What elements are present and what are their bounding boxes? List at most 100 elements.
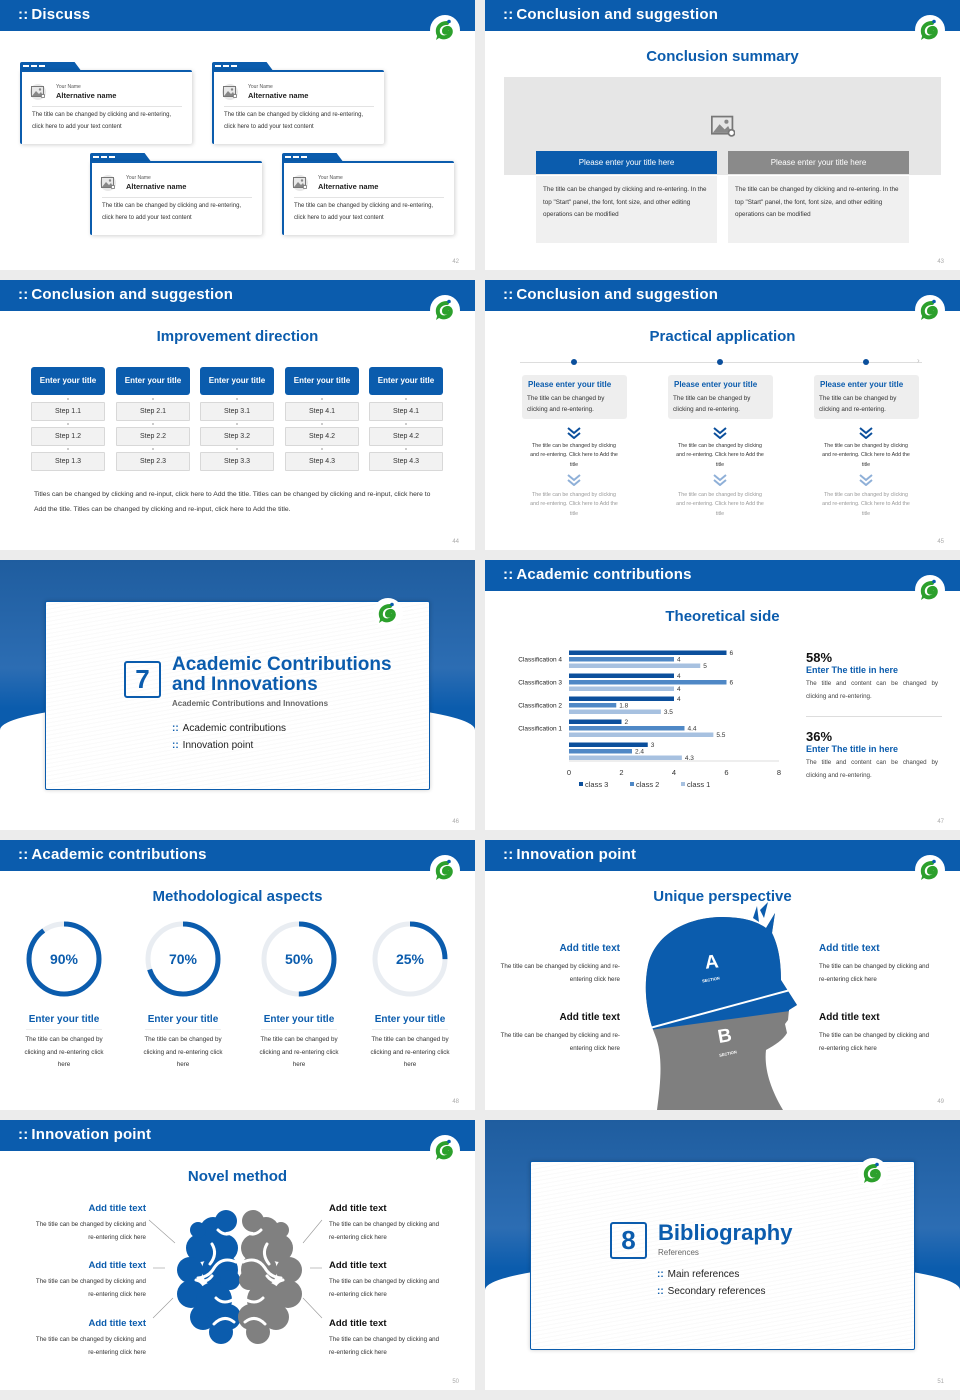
- left-text: The title can be changed by clicking and…: [500, 963, 620, 983]
- legend-label: class 1: [687, 780, 710, 789]
- brain-illustration: [0, 1120, 475, 1390]
- slide-51: 8 Bibliography References:: Main references…: [485, 1120, 960, 1390]
- card-divider: [32, 106, 182, 107]
- section-item-label: Secondary references: [667, 1286, 766, 1297]
- stat-value: 58%: [806, 650, 833, 665]
- left-title: Add title text: [88, 1260, 146, 1271]
- legend-label: class 2: [636, 780, 659, 789]
- x-tick-label: 4: [672, 768, 676, 777]
- header-text: Innovation point: [516, 846, 637, 863]
- connector-dot: [405, 423, 407, 425]
- note-text: Titles can be changed by clicking and re…: [34, 491, 431, 513]
- step-box[interactable]: Step 4.3: [369, 452, 443, 471]
- item-box[interactable]: Please enter your title The title can be …: [814, 375, 919, 419]
- data-label: 1.8: [619, 703, 628, 710]
- data-label: 3.5: [664, 709, 673, 716]
- card-text: The title can be changed by clicking and…: [102, 203, 242, 221]
- page-number: 44: [452, 539, 459, 545]
- tab-dashes: [285, 156, 309, 158]
- connector-dot: [152, 448, 154, 450]
- section-item[interactable]: :: Academic contributions: [172, 723, 286, 734]
- header-text: Academic contributions: [31, 846, 207, 863]
- ring-divider: [26, 1029, 102, 1030]
- panel-title-bar[interactable]: Please enter your title here: [536, 151, 717, 174]
- ring-divider: [261, 1029, 337, 1030]
- step-box[interactable]: Step 3.3: [200, 452, 274, 471]
- step-box[interactable]: Step 2.2: [116, 427, 190, 446]
- x-tick-label: 8: [777, 768, 781, 777]
- connector-dot: [321, 423, 323, 425]
- category-label: Classification 3: [518, 680, 562, 687]
- item-sub-text-2: The title can be changed by clicking and…: [676, 492, 764, 517]
- card-divider: [294, 197, 444, 198]
- slide-header-title: :: Innovation point: [18, 1126, 151, 1143]
- step-box[interactable]: Step 4.3: [285, 452, 359, 471]
- section-card: [530, 1161, 915, 1350]
- step-box[interactable]: Step 1.2: [31, 427, 105, 446]
- slide-header: :: Conclusion and suggestion: [0, 280, 475, 311]
- step-box[interactable]: Step 2.1: [116, 402, 190, 421]
- page-number: 48: [452, 1099, 459, 1105]
- step-box[interactable]: Step 1.3: [31, 452, 105, 471]
- column-title-button[interactable]: Enter your title: [200, 367, 274, 395]
- slide-header-title: :: Academic contributions: [18, 846, 207, 863]
- slide-subtitle: Conclusion summary: [646, 48, 799, 65]
- column-title-button[interactable]: Enter your title: [285, 367, 359, 395]
- stat-title: Enter The title in here: [806, 665, 899, 675]
- section-item-label: Innovation point: [182, 740, 254, 751]
- section-title-line-2: and Innovations: [172, 674, 318, 695]
- left-text: The title can be changed by clicking and…: [500, 1032, 620, 1052]
- right-text: The title can be changed by clicking and…: [819, 1032, 930, 1052]
- step-box[interactable]: Step 4.2: [285, 427, 359, 446]
- bar-chart: Classification 4 6 4 5 Classification 3 4 6 4 Cl…: [518, 650, 781, 789]
- slide-header: :: Academic contributions: [485, 560, 960, 591]
- item-box[interactable]: Please enter your title The title can be …: [522, 375, 627, 419]
- panel-title-bar[interactable]: Please enter your title here: [728, 151, 909, 174]
- data-label: 2: [625, 719, 629, 726]
- section-item[interactable]: :: Innovation point: [172, 740, 253, 751]
- profile-card[interactable]: Your Name Alternative name The title can b…: [282, 153, 454, 235]
- head-silhouette: [485, 840, 960, 1110]
- right-text: The title can be changed by clicking and…: [329, 1221, 440, 1241]
- profile-card[interactable]: Your Name Alternative name The title can b…: [212, 62, 384, 144]
- connector-dot: [67, 423, 69, 425]
- header-text: Conclusion and suggestion: [31, 286, 234, 303]
- left-title: Add title text: [559, 1012, 620, 1023]
- left-title: Add title text: [88, 1203, 146, 1214]
- bar-class-2: [569, 703, 617, 708]
- page-number: 43: [937, 259, 944, 265]
- grid-dots-icon: ::: [172, 723, 179, 734]
- card-tab: [212, 62, 274, 72]
- slide-44: :: Conclusion and suggestion 44 Improvement…: [0, 280, 475, 550]
- column-title-button[interactable]: Enter your title: [369, 367, 443, 395]
- data-label: 4: [677, 657, 681, 664]
- logo-icon: [430, 295, 460, 325]
- step-box[interactable]: Step 3.1: [200, 402, 274, 421]
- item-box[interactable]: Please enter your title The title can be …: [668, 375, 773, 419]
- bar-class-3: [569, 650, 727, 655]
- step-box[interactable]: Step 4.1: [369, 402, 443, 421]
- stat-value: 36%: [806, 729, 833, 744]
- grid-dots-icon: ::: [503, 6, 514, 23]
- step-box[interactable]: Step 3.2: [200, 427, 274, 446]
- step-box[interactable]: Step 4.1: [285, 402, 359, 421]
- step-box[interactable]: Step 4.2: [369, 427, 443, 446]
- section-item[interactable]: :: Main references: [657, 1269, 739, 1280]
- card-small-label: Your Name: [56, 84, 81, 90]
- connector-dot: [236, 423, 238, 425]
- progress-ring: [24, 919, 104, 999]
- profile-card[interactable]: Your Name Alternative name The title can b…: [20, 62, 192, 144]
- step-box[interactable]: Step 1.1: [31, 402, 105, 421]
- legend-swatch: [579, 782, 583, 786]
- slide-header: :: Academic contributions: [0, 840, 475, 871]
- bar-class-1: [569, 732, 714, 737]
- profile-card[interactable]: Your Name Alternative name The title can b…: [90, 153, 262, 235]
- stat-text: The title and content can be changed by …: [806, 759, 938, 779]
- category-label: Classification 4: [518, 657, 562, 664]
- column-title-button[interactable]: Enter your title: [116, 367, 190, 395]
- slide-45: :: Conclusion and suggestion 45 Practical a…: [485, 280, 960, 550]
- column-title-button[interactable]: Enter your title: [31, 367, 105, 395]
- item-sub-text-2: The title can be changed by clicking and…: [530, 492, 618, 517]
- section-item[interactable]: :: Secondary references: [657, 1286, 766, 1297]
- step-box[interactable]: Step 2.3: [116, 452, 190, 471]
